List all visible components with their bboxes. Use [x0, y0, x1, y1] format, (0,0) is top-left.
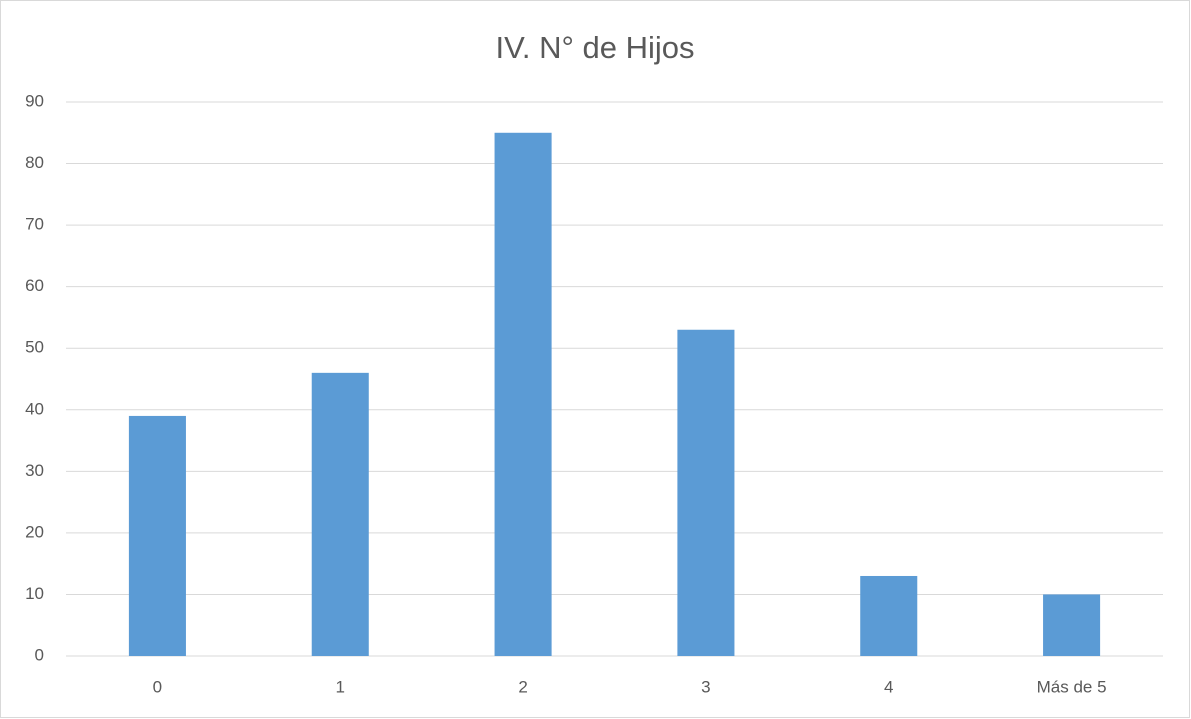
x-tick-label: 1	[336, 677, 345, 696]
y-tick-label: 90	[25, 91, 44, 110]
y-tick-label: 60	[25, 276, 44, 295]
y-tick-label: 20	[25, 522, 44, 541]
y-tick-label: 10	[25, 584, 44, 603]
bar	[677, 329, 735, 656]
bar	[311, 372, 369, 656]
bar	[128, 415, 186, 656]
y-tick-label: 40	[25, 399, 44, 418]
x-tick-label: 3	[701, 677, 710, 696]
bar	[860, 575, 918, 656]
chart-title: IV. N° de Hijos	[495, 30, 694, 65]
y-tick-label: 0	[35, 645, 44, 664]
x-tick-label: 0	[153, 677, 162, 696]
y-tick-label: 30	[25, 461, 44, 480]
bar	[1043, 594, 1101, 656]
x-tick-label: 2	[518, 677, 527, 696]
y-tick-label: 80	[25, 153, 44, 172]
y-tick-label: 50	[25, 338, 44, 357]
bar	[494, 132, 552, 656]
x-tick-label: Más de 5	[1037, 677, 1107, 696]
x-tick-label: 4	[884, 677, 893, 696]
y-tick-label: 70	[25, 215, 44, 234]
